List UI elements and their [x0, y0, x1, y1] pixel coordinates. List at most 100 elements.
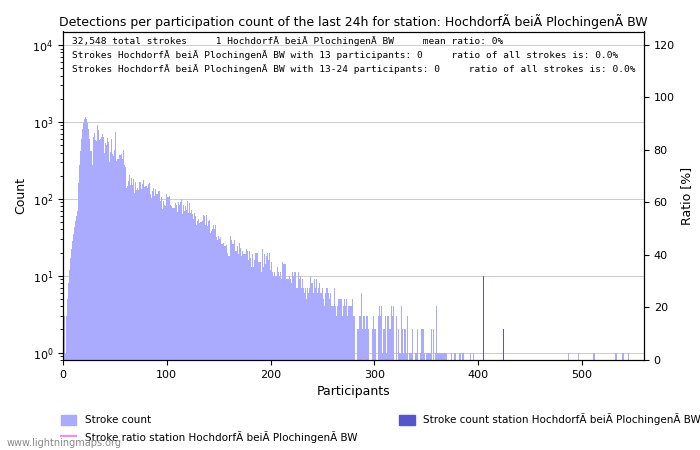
Bar	[224, 247, 225, 450]
Bar	[332, 306, 333, 450]
Bar	[321, 293, 322, 450]
Bar	[88, 129, 90, 450]
Bar	[228, 256, 230, 450]
Bar	[304, 293, 305, 450]
Bar	[378, 316, 379, 450]
Bar	[98, 130, 99, 450]
Bar	[249, 251, 251, 450]
Bar	[199, 223, 200, 450]
Bar	[329, 299, 330, 450]
Bar	[331, 306, 332, 450]
Bar	[628, 352, 629, 450]
Bar	[316, 293, 318, 450]
Bar	[243, 254, 244, 450]
Bar	[441, 352, 442, 450]
Bar	[108, 142, 109, 450]
Bar	[406, 352, 407, 450]
Bar	[102, 135, 103, 450]
Bar	[269, 252, 270, 450]
Bar	[323, 299, 324, 450]
Bar	[299, 279, 300, 450]
Bar	[241, 256, 242, 450]
Bar	[358, 329, 359, 450]
Bar	[430, 329, 432, 450]
Bar	[318, 283, 320, 450]
Bar	[382, 352, 383, 450]
Bar	[438, 352, 439, 450]
Bar	[322, 288, 323, 450]
Bar	[198, 219, 200, 450]
Bar	[70, 258, 71, 450]
Bar	[122, 150, 124, 450]
Bar	[197, 220, 198, 450]
Bar	[445, 352, 447, 450]
Bar	[129, 175, 130, 450]
Bar	[271, 262, 272, 450]
Bar	[186, 210, 187, 450]
Bar	[113, 156, 114, 450]
Bar	[320, 293, 321, 450]
Bar	[405, 329, 406, 450]
Bar	[458, 352, 460, 450]
Bar	[100, 139, 101, 450]
Bar	[96, 141, 97, 450]
Text: www.lightningmaps.org: www.lightningmaps.org	[7, 438, 122, 448]
Bar	[237, 247, 238, 450]
Bar	[216, 237, 217, 450]
Bar	[176, 212, 178, 450]
Bar	[454, 352, 455, 450]
Bar	[483, 276, 484, 450]
Bar	[439, 352, 440, 450]
Bar	[264, 254, 265, 450]
Bar	[72, 241, 73, 450]
Bar	[284, 265, 286, 450]
Bar	[223, 243, 224, 450]
Bar	[162, 209, 163, 450]
Bar	[189, 202, 190, 450]
Bar	[153, 188, 154, 450]
Bar	[214, 229, 215, 450]
Bar	[120, 154, 122, 450]
Bar	[349, 306, 350, 450]
Bar	[85, 117, 86, 450]
Bar	[254, 260, 256, 450]
Bar	[174, 203, 176, 450]
Bar	[262, 267, 264, 450]
Bar	[568, 352, 569, 450]
Bar	[314, 288, 316, 450]
Bar	[126, 188, 127, 450]
Bar	[154, 196, 155, 450]
Bar	[140, 183, 141, 450]
Bar	[372, 316, 374, 450]
Bar	[303, 288, 304, 450]
Bar	[436, 306, 437, 450]
Bar	[78, 183, 79, 450]
Bar	[134, 193, 135, 450]
Bar	[130, 185, 131, 450]
Bar	[298, 273, 299, 450]
Bar	[340, 299, 342, 450]
Bar	[215, 225, 216, 450]
Bar	[354, 316, 355, 450]
Bar	[213, 225, 214, 450]
Bar	[180, 202, 181, 450]
Bar	[473, 352, 475, 450]
Bar	[191, 210, 193, 450]
Bar	[77, 211, 78, 450]
Bar	[296, 288, 297, 450]
Bar	[251, 267, 252, 450]
Bar	[402, 352, 404, 450]
Bar	[455, 352, 456, 450]
Legend: Stroke count, Stroke ratio station HochdorfÃ beiÃ PlochingenÃ BW, Stroke count s: Stroke count, Stroke ratio station Hochd…	[57, 410, 700, 447]
Bar	[437, 352, 438, 450]
Bar	[148, 183, 150, 450]
Bar	[279, 276, 281, 450]
Bar	[81, 139, 82, 450]
Bar	[268, 260, 269, 450]
Bar	[80, 151, 81, 450]
Y-axis label: Ratio [%]: Ratio [%]	[680, 166, 694, 225]
Bar	[187, 201, 188, 450]
Bar	[460, 352, 461, 450]
Bar	[184, 211, 185, 450]
Bar	[305, 288, 307, 450]
